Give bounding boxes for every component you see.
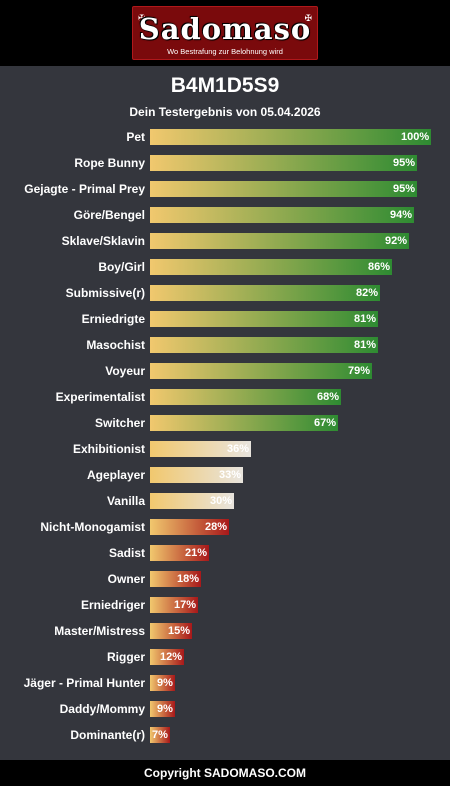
value-label: 68% [317, 391, 340, 403]
result-bar [150, 493, 234, 509]
category-label: Switcher [94, 416, 145, 430]
value-label: 92% [385, 235, 408, 247]
value-label: 15% [168, 625, 191, 637]
category-label: Voyeur [105, 364, 145, 378]
value-label: 21% [185, 547, 208, 559]
category-label: Submissive(r) [65, 286, 145, 300]
logo-wordmark: Sadomaso [138, 12, 312, 46]
category-label: Jäger - Primal Hunter [23, 676, 145, 690]
result-bar [150, 571, 201, 587]
footer-bar: Copyright SADOMASO.COM [0, 760, 450, 786]
value-label: 28% [205, 521, 228, 533]
value-label: 18% [177, 573, 200, 585]
value-label: 79% [348, 365, 371, 377]
value-label: 67% [314, 417, 337, 429]
value-label: 30% [210, 495, 233, 507]
result-bar [150, 441, 251, 457]
value-label: 7% [152, 729, 168, 741]
category-label: Dominante(r) [70, 728, 145, 742]
category-label: Pet [126, 130, 145, 144]
result-bar [150, 337, 378, 353]
result-bar [150, 155, 417, 171]
category-label: Rigger [106, 650, 145, 664]
category-label: Sklave/Sklavin [61, 234, 145, 248]
result-bar [150, 207, 414, 223]
result-bar [150, 415, 338, 431]
result-bar [150, 545, 209, 561]
category-label: Göre/Bengel [73, 208, 145, 222]
category-label: Masochist [86, 338, 145, 352]
category-label: Daddy/Mommy [59, 702, 145, 716]
category-label: Gejagte - Primal Prey [24, 182, 145, 196]
result-bar [150, 675, 175, 691]
result-bar [150, 181, 417, 197]
result-bar [150, 285, 380, 301]
value-label: 81% [354, 313, 377, 325]
value-label: 100% [401, 131, 430, 143]
value-label: 9% [157, 703, 173, 715]
result-bar [150, 597, 198, 613]
category-label: Exhibitionist [73, 442, 145, 456]
category-label: Sadist [108, 546, 145, 560]
result-bar [150, 519, 229, 535]
value-label: 33% [219, 469, 242, 481]
result-bar [150, 389, 341, 405]
logo-tagline: Wo Bestrafung zur Belohnung wird [167, 47, 283, 56]
value-label: 17% [174, 599, 197, 611]
value-label: 12% [160, 651, 183, 663]
copyright-text: Copyright SADOMASO.COM [144, 766, 306, 780]
header-bar: ✠ ✠ Sadomaso Wo Bestrafung zur Belohnung… [0, 0, 450, 66]
result-title: B4M1D5S9 [170, 74, 280, 97]
category-label: Rope Bunny [74, 156, 145, 170]
category-label: Nicht-Monogamist [40, 520, 145, 534]
result-bar [150, 701, 175, 717]
result-bar [150, 311, 378, 327]
category-label: Boy/Girl [98, 260, 145, 274]
sadomaso-logo[interactable]: ✠ ✠ Sadomaso Wo Bestrafung zur Belohnung… [132, 6, 318, 60]
value-label: 95% [393, 183, 416, 195]
category-label: Vanilla [106, 494, 145, 508]
value-label: 94% [390, 209, 413, 221]
value-label: 95% [393, 157, 416, 169]
category-label: Experimentalist [55, 390, 145, 404]
result-subtitle: Dein Testergebnis von 05.04.2026 [129, 105, 321, 119]
category-label: Erniedrigte [81, 312, 145, 326]
result-bar [150, 259, 392, 275]
category-label: Ageplayer [86, 468, 145, 482]
value-label: 82% [356, 287, 379, 299]
category-label: Erniedriger [80, 598, 145, 612]
result-bar [150, 649, 184, 665]
category-label: Owner [107, 572, 145, 586]
category-label: Master/Mistress [54, 624, 145, 638]
result-bar [150, 727, 170, 743]
result-bar [150, 363, 372, 379]
result-bar [150, 467, 243, 483]
value-label: 81% [354, 339, 377, 351]
value-label: 86% [368, 261, 391, 273]
value-label: 9% [157, 677, 173, 689]
cross-icon: ✠ [304, 13, 312, 23]
cross-icon: ✠ [138, 13, 146, 23]
result-bar [150, 623, 192, 639]
result-bar [150, 129, 431, 145]
result-bar [150, 233, 409, 249]
value-label: 36% [227, 443, 250, 455]
